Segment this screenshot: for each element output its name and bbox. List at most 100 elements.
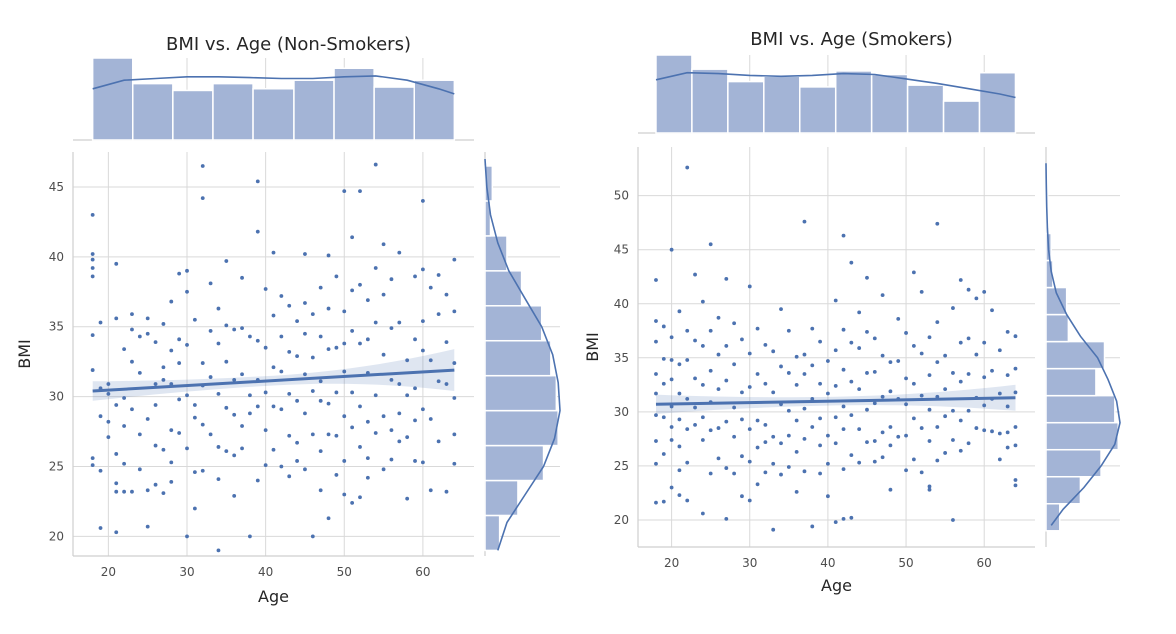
scatter-point bbox=[98, 414, 103, 419]
scatter-point bbox=[849, 340, 854, 345]
scatter-point bbox=[397, 439, 402, 444]
scatter-point bbox=[420, 319, 425, 324]
regression-line bbox=[655, 396, 1016, 406]
scatter-point bbox=[794, 382, 799, 387]
scatter-point bbox=[342, 414, 347, 419]
scatter-point bbox=[263, 345, 268, 350]
scatter-point bbox=[342, 492, 347, 497]
scatter-point bbox=[943, 414, 948, 419]
right-hist-bar bbox=[484, 409, 559, 447]
scatter-point bbox=[1013, 443, 1018, 448]
scatter-point bbox=[872, 401, 877, 406]
scatter-point bbox=[358, 341, 362, 346]
scatter-point bbox=[350, 390, 355, 395]
scatter-point bbox=[263, 428, 268, 433]
scatter-point bbox=[318, 334, 323, 339]
scatter-point bbox=[287, 350, 292, 354]
scatter-point bbox=[334, 473, 339, 477]
scatter-point bbox=[452, 309, 457, 314]
scatter-point bbox=[255, 478, 260, 483]
scatter-point bbox=[771, 390, 776, 395]
scatter-point bbox=[966, 336, 971, 341]
top-hist-bar bbox=[91, 57, 134, 141]
scatter-point bbox=[98, 468, 103, 473]
scatter-point bbox=[685, 396, 690, 401]
top-kde-line bbox=[92, 75, 455, 95]
scatter-point bbox=[428, 488, 433, 493]
scatter-point bbox=[428, 285, 433, 290]
scatter-point bbox=[833, 441, 838, 446]
scatter-point bbox=[716, 352, 721, 357]
scatter-point bbox=[1013, 366, 1018, 371]
scatter-point bbox=[661, 356, 666, 361]
scatter-point bbox=[428, 417, 433, 421]
scatter-point bbox=[747, 351, 752, 356]
scatter-point bbox=[927, 439, 932, 443]
scatter-point bbox=[303, 301, 307, 305]
scatter-point bbox=[200, 422, 205, 427]
scatter-point bbox=[420, 348, 425, 353]
scatter-point bbox=[106, 391, 111, 396]
scatter-point bbox=[685, 498, 690, 503]
top-hist-bar bbox=[293, 79, 335, 141]
scatter-point bbox=[200, 361, 205, 365]
scatter-point bbox=[452, 461, 457, 466]
scatter-point bbox=[911, 381, 916, 386]
scatter-point bbox=[413, 459, 417, 463]
scatter-point bbox=[677, 468, 682, 473]
scatter-point bbox=[872, 369, 877, 374]
scatter-point bbox=[216, 391, 221, 396]
scatter-point bbox=[786, 371, 791, 375]
scatter-point bbox=[413, 337, 417, 342]
scatter-point bbox=[248, 534, 252, 539]
scatter-point bbox=[153, 340, 158, 345]
scatter-point bbox=[841, 467, 846, 472]
scatter-point bbox=[365, 298, 370, 303]
scatter-point bbox=[381, 414, 386, 419]
scatter-point bbox=[130, 312, 134, 317]
scatter-point bbox=[810, 396, 815, 401]
scatter-point bbox=[342, 341, 347, 346]
scatter-point bbox=[818, 416, 822, 421]
right-hist-bar bbox=[1045, 367, 1097, 397]
scatter-point bbox=[677, 493, 682, 498]
scatter-point bbox=[279, 407, 284, 412]
scatter-point bbox=[857, 310, 862, 315]
scatter-point bbox=[716, 456, 721, 461]
scatter-point bbox=[216, 341, 221, 346]
scatter-point bbox=[303, 331, 307, 336]
scatter-point bbox=[373, 162, 378, 167]
scatter-point bbox=[350, 235, 355, 240]
scatter-point bbox=[740, 417, 744, 422]
scatter-point bbox=[263, 390, 268, 395]
scatter-point bbox=[747, 385, 752, 389]
scatter-point bbox=[358, 282, 362, 287]
scatter-point bbox=[295, 459, 299, 463]
scatter-point bbox=[919, 351, 924, 356]
top-hist-bar bbox=[799, 86, 837, 134]
scatter-point bbox=[888, 443, 893, 448]
scatter-point bbox=[818, 339, 822, 344]
scatter-point bbox=[872, 459, 877, 464]
y-tick-label: 45 bbox=[614, 243, 629, 257]
right-kde-line bbox=[484, 158, 561, 551]
scatter-point bbox=[200, 196, 205, 201]
scatter-point bbox=[755, 418, 760, 423]
regression-line bbox=[92, 368, 455, 393]
scatter-point bbox=[90, 257, 95, 262]
y-tick-label: 25 bbox=[614, 459, 629, 473]
scatter-point bbox=[700, 511, 705, 516]
scatter-point bbox=[428, 358, 433, 363]
scatter-point bbox=[755, 326, 760, 331]
scatter-point bbox=[90, 333, 95, 338]
y-tick-label: 40 bbox=[49, 250, 64, 264]
scatter-point bbox=[114, 403, 119, 407]
scatter-point bbox=[185, 446, 189, 451]
scatter-point bbox=[326, 516, 331, 521]
top-hist-bar bbox=[870, 73, 909, 134]
scatter-point bbox=[310, 432, 315, 437]
scatter-point bbox=[747, 284, 752, 289]
scatter-point bbox=[106, 419, 111, 424]
chart-title: BMI vs. Age (Smokers) bbox=[750, 29, 953, 50]
scatter-point bbox=[740, 454, 744, 459]
